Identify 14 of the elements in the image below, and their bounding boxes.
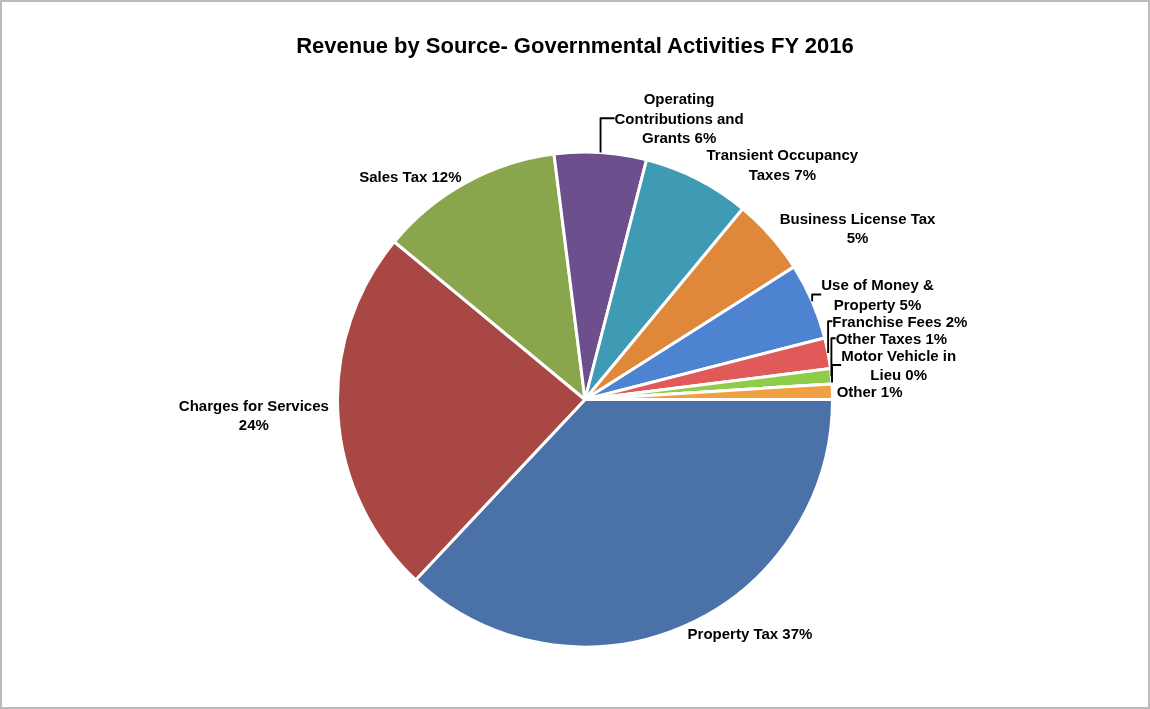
slice-label: Other Taxes 1%: [835, 329, 948, 347]
slice-label: Sales Tax 12%: [359, 167, 462, 185]
slice-label: Property Tax 37%: [687, 625, 813, 643]
slice-label: Franchise Fees 2%: [832, 312, 968, 330]
slice-label: Use of Money & Property 5%: [821, 276, 934, 313]
slice-label: Other 1%: [836, 383, 903, 401]
slice-label: Business License Tax: [779, 209, 937, 227]
slice-label: Operating Contributions and Grants 6%: [614, 90, 744, 147]
data-label: 5%: [846, 229, 869, 247]
slice-label: Charges for Services: [178, 396, 329, 414]
legend-label: Motor Vehicle in Lieu 0%: [841, 346, 957, 384]
data-label: 24%: [238, 416, 269, 434]
slice-label: Transient Occupancy Taxes 7%: [706, 146, 859, 183]
chart-title: Revenue by Source- Governmental Activities FY 2016: [296, 32, 854, 58]
